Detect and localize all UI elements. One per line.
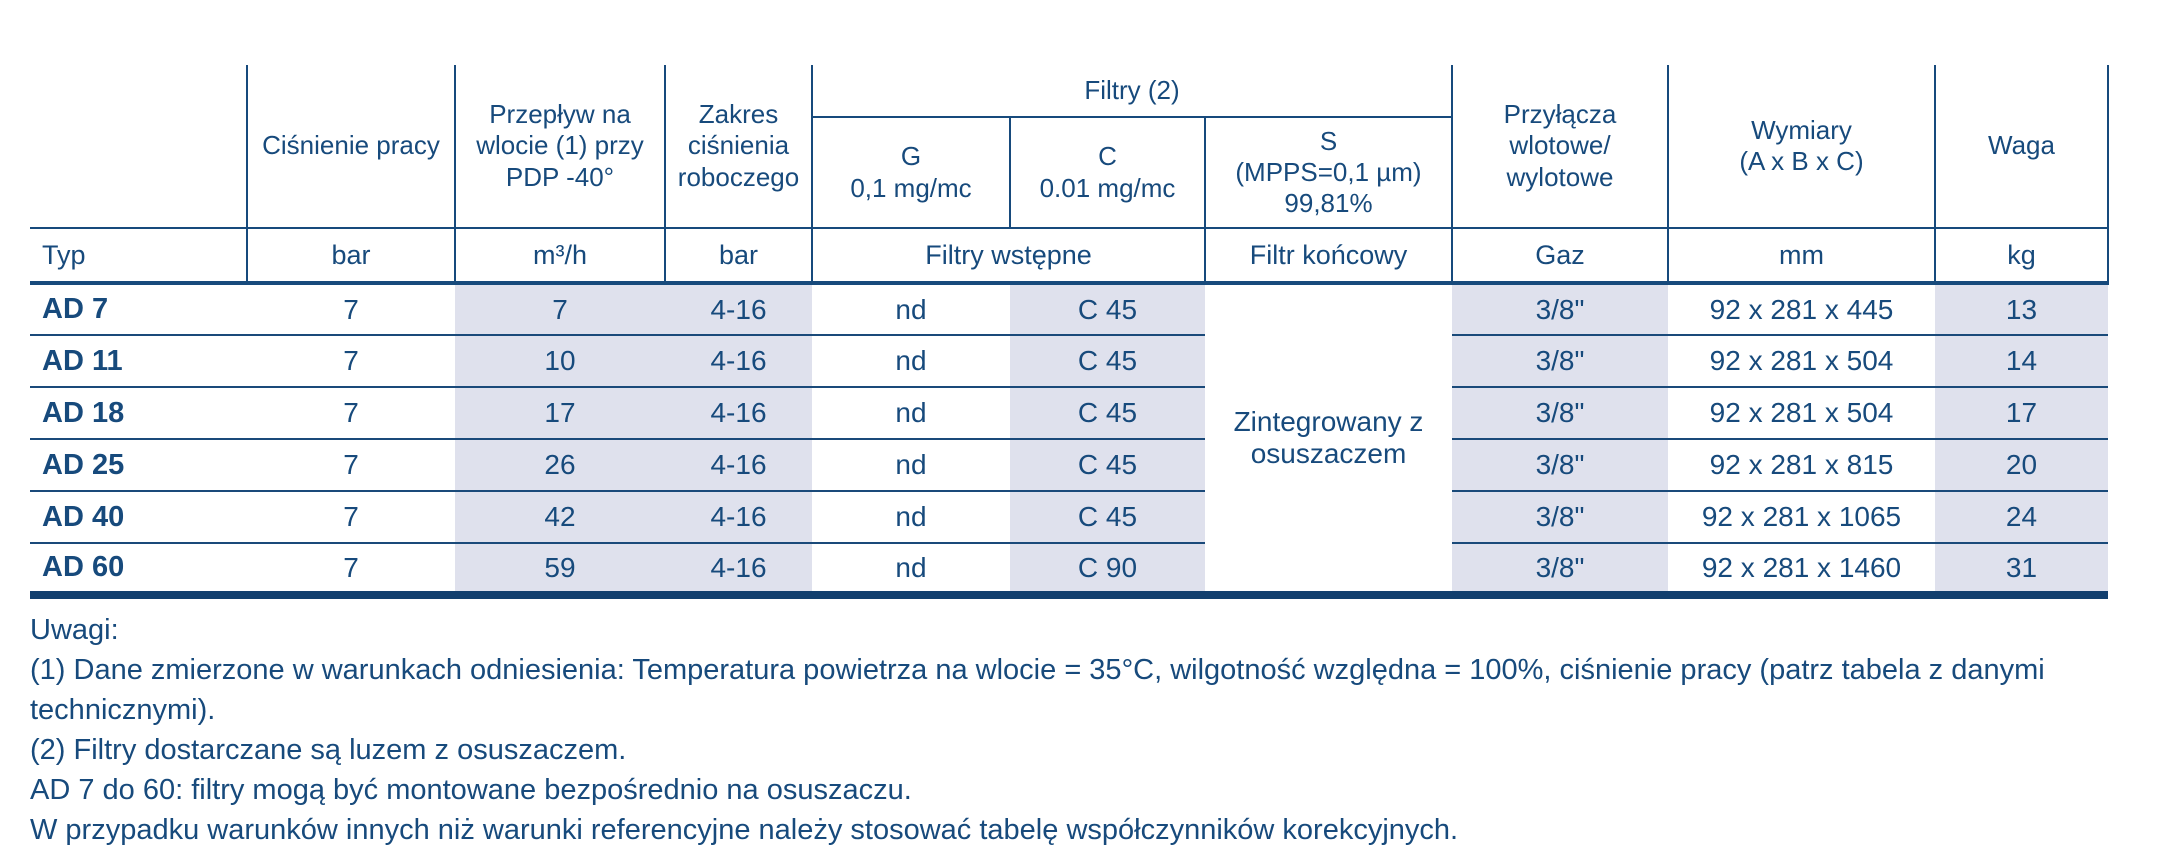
footnotes-title: Uwagi:	[30, 614, 119, 646]
footnote-line: (2) Filtry dostarczane są luzem z osusza…	[30, 734, 627, 766]
cell-pressure: 7	[247, 386, 455, 439]
col-header-inlet-flow: Przepływ na wlocie (1) przy PDP -40°	[454, 65, 665, 228]
col-header-weight: Waga	[1934, 65, 2109, 228]
cell-gas: 3/8"	[1452, 438, 1668, 491]
cell-flow: 7	[455, 282, 665, 335]
cell-filter-c: C 45	[1010, 334, 1205, 387]
col-header-connections: Przyłącza wlotowe/ wylotowe	[1451, 65, 1668, 228]
cell-flow: 10	[455, 334, 665, 387]
cell-typ: AD 40	[30, 490, 247, 543]
cell-gas: 3/8"	[1452, 334, 1668, 387]
footnotes: Uwagi: (1) Dane zmierzone w warunkach od…	[30, 610, 2132, 850]
header-row-filters: G 0,1 mg/mc C 0.01 mg/mc S (MPPS=0,1 µm)…	[30, 117, 2108, 228]
units-row: Typ bar m³/h bar Filtry wstępne Filtr ko…	[30, 227, 2109, 285]
col-header-filter-c: C 0.01 mg/mc	[1009, 117, 1205, 228]
cell-filter-g: nd	[812, 438, 1010, 491]
cell-weight: 24	[1935, 490, 2108, 543]
cell-gas: 3/8"	[1452, 282, 1668, 335]
cell-range: 4-16	[665, 490, 812, 543]
cell-filter-s-merged: Zintegrowany z osuszaczem	[1205, 282, 1452, 595]
cell-gas: 3/8"	[1452, 542, 1668, 595]
cell-range: 4-16	[665, 334, 812, 387]
cell-dimensions: 92 x 281 x 1065	[1668, 490, 1935, 543]
unit-mm: mm	[1667, 227, 1935, 285]
cell-pressure: 7	[247, 282, 455, 335]
footnote-line: AD 7 do 60: filtry mogą być montowane be…	[30, 774, 912, 806]
cell-typ: AD 60	[30, 542, 247, 595]
cell-range: 4-16	[665, 438, 812, 491]
cell-weight: 17	[1935, 386, 2108, 439]
cell-typ: AD 18	[30, 386, 247, 439]
col-header-working-pressure: Ciśnienie pracy	[246, 65, 455, 228]
footnote-line: W przypadku warunków innych niż warunki …	[30, 814, 1459, 846]
cell-range: 4-16	[665, 386, 812, 439]
col-header-filter-g: G 0,1 mg/mc	[811, 117, 1010, 228]
cell-filter-g: nd	[812, 386, 1010, 439]
cell-filter-g: nd	[812, 282, 1010, 335]
unit-gas: Gaz	[1451, 227, 1668, 285]
cell-pressure: 7	[247, 334, 455, 387]
cell-flow: 59	[455, 542, 665, 595]
cell-range: 4-16	[665, 282, 812, 335]
cell-dimensions: 92 x 281 x 504	[1668, 386, 1935, 439]
cell-typ: AD 7	[30, 282, 247, 335]
cell-range: 4-16	[665, 542, 812, 595]
cell-pressure: 7	[247, 438, 455, 491]
table-row-ad40: AD 40 7 42 4-16 nd C 45 3/8" 92 x 281 x …	[30, 490, 2108, 543]
header-blank-cell	[30, 65, 247, 228]
cell-filter-c: C 45	[1010, 438, 1205, 491]
cell-dimensions: 92 x 281 x 815	[1668, 438, 1935, 491]
table-row-ad7: AD 7 7 7 4-16 nd C 45 Zintegrowany z osu…	[30, 282, 2108, 595]
unit-pressure: bar	[246, 227, 455, 285]
cell-dimensions: 92 x 281 x 1460	[1668, 542, 1935, 595]
unit-typ: Typ	[30, 227, 247, 285]
cell-filter-c: C 45	[1010, 490, 1205, 543]
col-header-pressure-range: Zakres ciśnienia roboczego	[664, 65, 812, 228]
footnote-line: (1) Dane zmierzone w warunkach odniesien…	[30, 654, 2045, 726]
cell-flow: 17	[455, 386, 665, 439]
unit-range: bar	[664, 227, 812, 285]
col-header-filters-group: Filtry (2)	[811, 65, 1452, 118]
cell-dimensions: 92 x 281 x 504	[1668, 334, 1935, 387]
unit-flow: m³/h	[454, 227, 665, 285]
unit-prefilters: Filtry wstępne	[811, 227, 1205, 285]
table-row-ad11: AD 11 7 10 4-16 nd C 45 3/8" 92 x 281 x …	[30, 334, 2108, 387]
cell-weight: 31	[1935, 542, 2108, 595]
cell-gas: 3/8"	[1452, 490, 1668, 543]
unit-kg: kg	[1934, 227, 2109, 285]
cell-gas: 3/8"	[1452, 386, 1668, 439]
cell-weight: 14	[1935, 334, 2108, 387]
table-row-ad18: AD 18 7 17 4-16 nd C 45 3/8" 92 x 281 x …	[30, 386, 2108, 439]
cell-typ: AD 25	[30, 438, 247, 491]
cell-filter-g: nd	[812, 542, 1010, 595]
cell-filter-g: nd	[812, 490, 1010, 543]
cell-filter-c: C 45	[1010, 282, 1205, 335]
cell-typ: AD 11	[30, 334, 247, 387]
col-header-filter-s: S (MPPS=0,1 µm) 99,81%	[1204, 117, 1452, 228]
unit-final-filter: Filtr końcowy	[1204, 227, 1452, 285]
table-row-ad25: AD 25 7 26 4-16 nd C 45 3/8" 92 x 281 x …	[30, 438, 2108, 491]
cell-filter-c: C 45	[1010, 386, 1205, 439]
cell-filter-c: C 90	[1010, 542, 1205, 595]
cell-pressure: 7	[247, 542, 455, 595]
cell-dimensions: 92 x 281 x 445	[1668, 282, 1935, 335]
header-row-groups: Ciśnienie pracy Przepływ na wlocie (1) p…	[30, 65, 2109, 228]
cell-filter-g: nd	[812, 334, 1010, 387]
cell-weight: 13	[1935, 282, 2108, 335]
spec-table: Ciśnienie pracy Przepływ na wlocie (1) p…	[30, 65, 2109, 599]
cell-flow: 26	[455, 438, 665, 491]
table-row-ad60: AD 60 7 59 4-16 nd C 90 3/8" 92 x 281 x …	[30, 542, 2108, 595]
col-header-dimensions: Wymiary (A x B x C)	[1667, 65, 1935, 228]
cell-flow: 42	[455, 490, 665, 543]
cell-pressure: 7	[247, 490, 455, 543]
cell-weight: 20	[1935, 438, 2108, 491]
